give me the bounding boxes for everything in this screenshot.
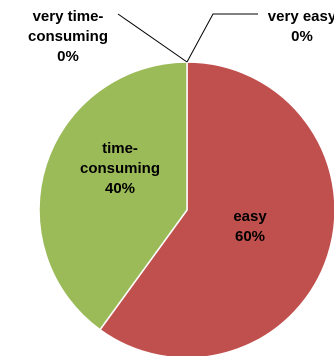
slice-label-2: very time-consuming 0% xyxy=(28,8,108,65)
pie-slice-1 xyxy=(38,61,188,331)
slice-label-line: very time- xyxy=(33,8,104,25)
slice-label-line: 40% xyxy=(105,180,135,197)
slice-label-line: consuming xyxy=(80,160,160,177)
leader-line-0 xyxy=(117,13,188,63)
slice-label-line: very easy xyxy=(268,8,334,25)
slice-labels: easy 60% time-consuming 40% very time-consum… xyxy=(28,8,334,245)
pie-slices xyxy=(38,61,334,359)
leader-line-1 xyxy=(186,13,258,63)
slice-label-line: 0% xyxy=(291,28,313,45)
slice-label-3: very easy 0% xyxy=(268,8,334,45)
slice-label-line: consuming xyxy=(28,28,108,45)
slice-label-line: easy xyxy=(233,208,267,225)
leader-lines xyxy=(117,13,258,63)
slice-label-1: time-consuming 40% xyxy=(80,140,160,197)
slice-label-line: 60% xyxy=(235,228,265,245)
slice-label-0: easy 60% xyxy=(233,208,267,245)
slice-label-line: 0% xyxy=(57,48,79,65)
slice-label-line: time- xyxy=(102,140,138,157)
